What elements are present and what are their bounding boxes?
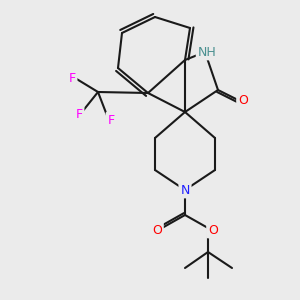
Text: O: O bbox=[152, 224, 162, 236]
Text: O: O bbox=[208, 224, 218, 236]
Text: NH: NH bbox=[198, 46, 216, 59]
Text: F: F bbox=[107, 113, 115, 127]
Text: O: O bbox=[238, 94, 248, 106]
Text: F: F bbox=[68, 71, 76, 85]
Text: N: N bbox=[180, 184, 190, 196]
Text: F: F bbox=[75, 107, 82, 121]
